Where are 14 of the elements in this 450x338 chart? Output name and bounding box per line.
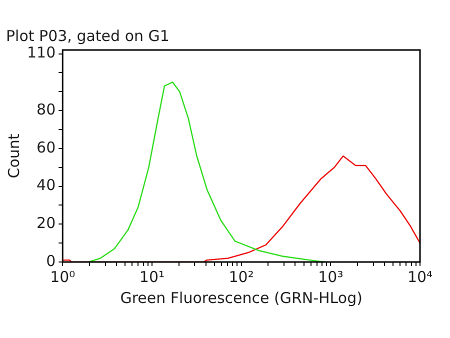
x-tick-label: 10⁰ — [50, 268, 76, 286]
y-tick-label: 20 — [36, 214, 56, 232]
x-tick-label: 10¹ — [139, 268, 165, 286]
chart-title: Plot P03, gated on G1 — [6, 26, 170, 45]
x-tick-label: 10³ — [318, 268, 344, 286]
y-tick-label: 80 — [36, 100, 56, 118]
y-tick-label: 60 — [36, 138, 56, 156]
y-axis-title: Count — [4, 134, 23, 178]
y-tick-label: 110 — [26, 44, 56, 62]
y-tick-label: 0 — [46, 252, 56, 270]
x-tick-label: 10⁴ — [407, 268, 433, 286]
x-tick-label: 10² — [228, 268, 254, 286]
x-axis-title: Green Fluorescence (GRN-HLog) — [120, 288, 362, 307]
y-tick-label: 40 — [36, 176, 56, 194]
